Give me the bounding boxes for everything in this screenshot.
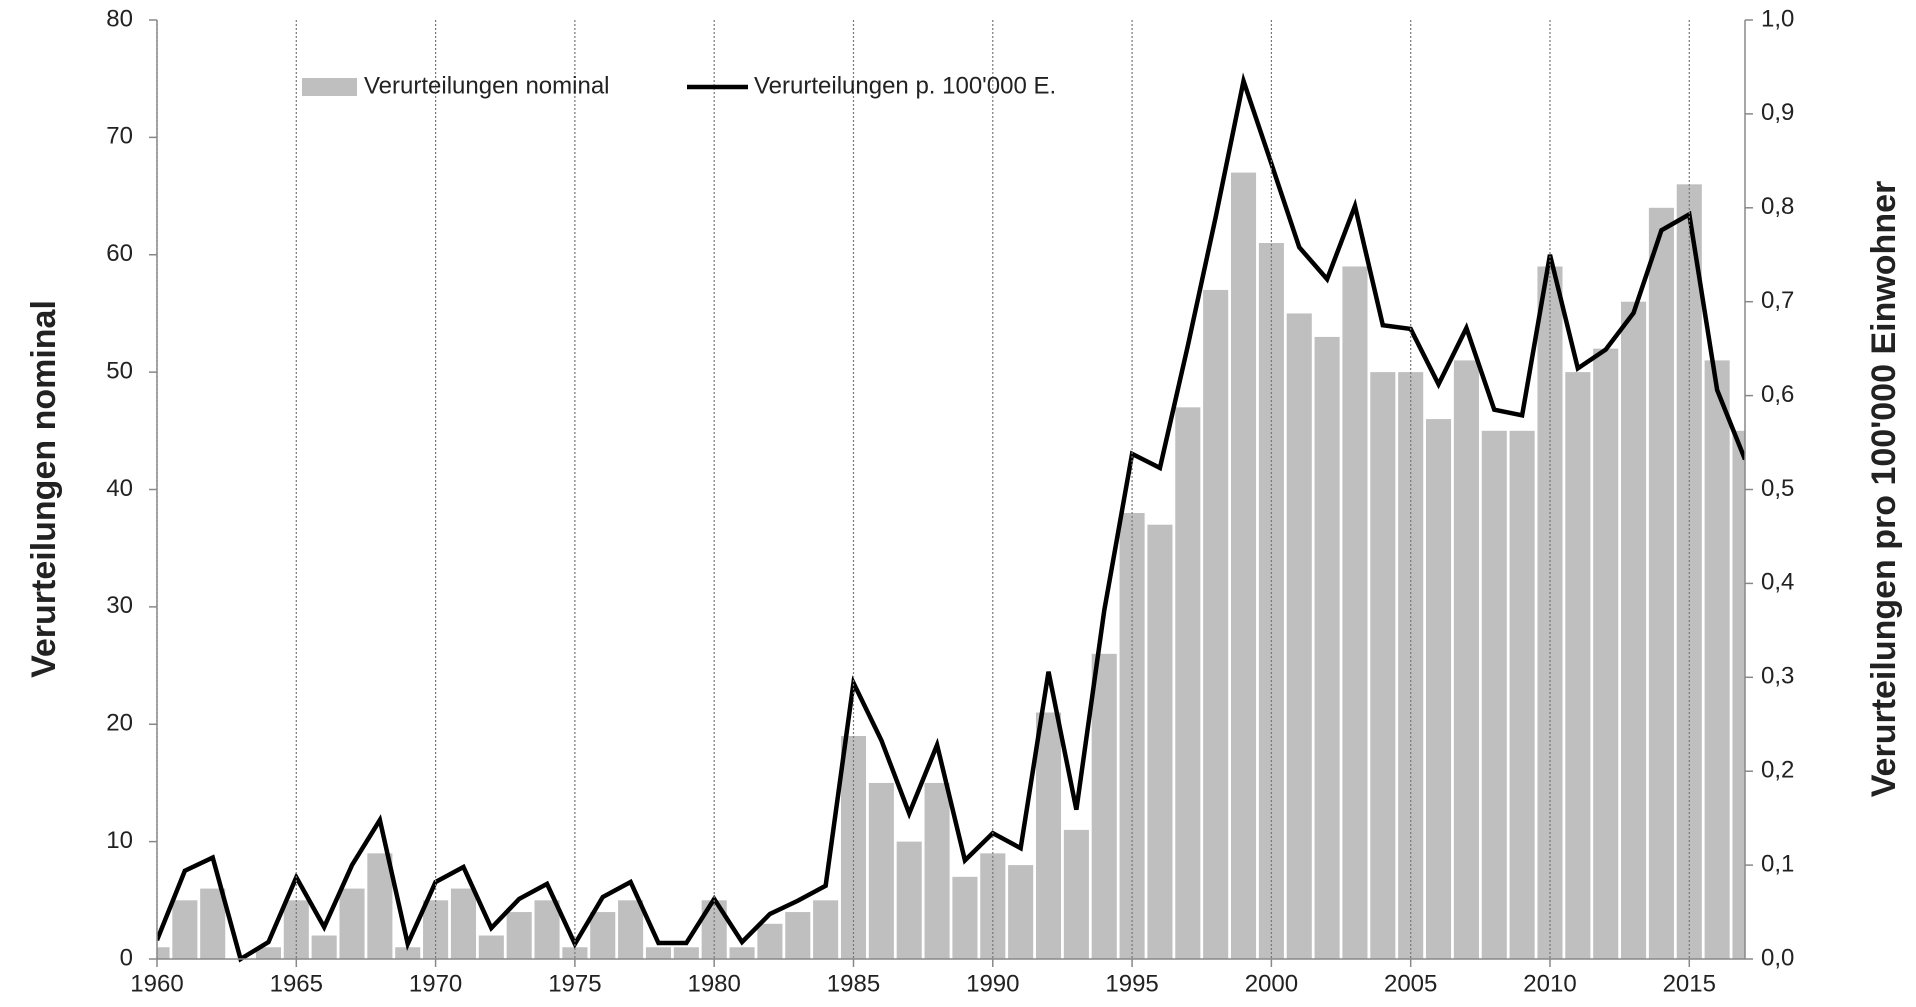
x-tick-label: 1965 (270, 970, 323, 997)
x-tick-label: 2000 (1245, 970, 1298, 997)
y-tick-label: 60 (106, 240, 133, 267)
bar (1509, 430, 1535, 959)
bar (172, 900, 198, 959)
bar (1175, 407, 1201, 959)
bar (1008, 865, 1034, 959)
line (157, 72, 1745, 963)
y2-axis-title: Verurteilungen pro 100'000 Einwohner (1865, 181, 1903, 797)
bar (339, 888, 365, 959)
x-tick-label: 2005 (1384, 970, 1437, 997)
bar (590, 912, 616, 959)
y-tick-label: 0 (120, 944, 133, 971)
bar (395, 947, 421, 959)
y2-tick-label: 0,1 (1761, 850, 1794, 877)
x-tick-label: 2015 (1663, 970, 1716, 997)
bar (952, 876, 978, 959)
y-tick-label: 50 (106, 357, 133, 384)
bar (618, 900, 644, 959)
bar (1453, 360, 1479, 959)
y2-tick-label: 0,5 (1761, 475, 1794, 502)
bar (367, 853, 393, 959)
bar (1091, 653, 1117, 959)
plot-area (157, 72, 1745, 963)
x-tick-label: 1985 (827, 970, 880, 997)
bar (1230, 172, 1257, 959)
y-tick-label: 20 (106, 710, 133, 737)
bar (1147, 524, 1173, 959)
y-axis-title: Verurteilungen nominal (25, 300, 63, 678)
bar (255, 947, 281, 959)
bar (534, 900, 560, 959)
x-tick-label: 1995 (1105, 970, 1158, 997)
bar (1593, 348, 1619, 959)
bar (1648, 207, 1674, 960)
y2-tick-label: 0,0 (1761, 944, 1794, 971)
bar (450, 888, 476, 959)
bar (1370, 372, 1396, 959)
bar (311, 935, 337, 959)
x-tick-label: 1980 (687, 970, 740, 997)
bar (1621, 301, 1647, 959)
bar (1203, 289, 1229, 959)
y2-tick-label: 1,0 (1761, 5, 1794, 32)
x-tick-label: 1970 (409, 970, 462, 997)
bar (673, 947, 699, 959)
bar (785, 912, 811, 959)
bar (868, 782, 894, 959)
bar (813, 900, 839, 959)
bar (506, 912, 532, 959)
y2-tick-label: 0,2 (1761, 757, 1794, 784)
x-tick-label: 1975 (548, 970, 601, 997)
y-tick-label: 80 (106, 5, 133, 32)
y-tick-label: 40 (106, 475, 133, 502)
y-tick-label: 10 (106, 827, 133, 854)
legend-label: Verurteilungen nominal (364, 72, 610, 99)
legend-swatch (302, 78, 357, 96)
bar (1732, 430, 1745, 959)
y2-tick-label: 0,8 (1761, 193, 1794, 220)
bar (157, 947, 170, 959)
y2-tick-label: 0,9 (1761, 99, 1794, 126)
x-tick-label: 2010 (1523, 970, 1576, 997)
bar (1481, 430, 1507, 959)
bar (924, 782, 950, 959)
y-tick-label: 30 (106, 592, 133, 619)
y-tick-label: 70 (106, 123, 133, 150)
bar (729, 947, 755, 959)
bar (1035, 712, 1062, 959)
bar (1063, 829, 1089, 959)
bar (200, 888, 226, 959)
y2-tick-label: 0,4 (1761, 569, 1794, 596)
bar (1426, 419, 1452, 959)
bar (757, 923, 783, 959)
y2-tick-label: 0,7 (1761, 287, 1794, 314)
bar (1286, 313, 1312, 959)
bar (1704, 360, 1730, 959)
y2-tick-label: 0,3 (1761, 663, 1794, 690)
bar (1565, 372, 1591, 959)
bar (645, 947, 672, 959)
bar (896, 841, 922, 959)
y2-tick-label: 0,6 (1761, 381, 1794, 408)
bar (1342, 266, 1368, 959)
legend-label: Verurteilungen p. 100'000 E. (754, 72, 1056, 99)
x-tick-label: 1960 (130, 970, 183, 997)
bar (478, 935, 504, 959)
x-tick-label: 1990 (966, 970, 1019, 997)
bar (1314, 336, 1340, 960)
